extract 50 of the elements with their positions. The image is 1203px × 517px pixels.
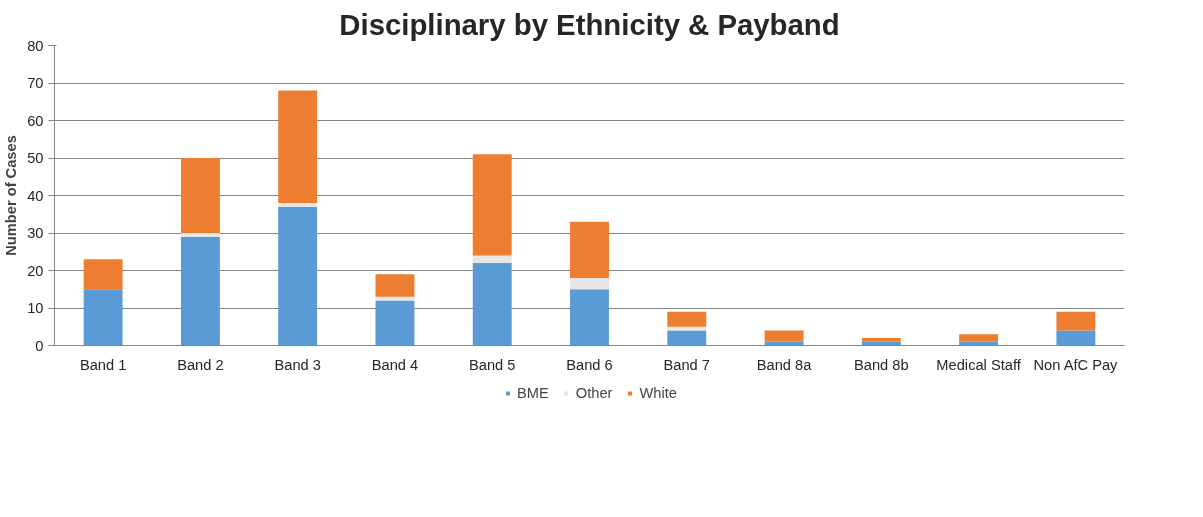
y-tick-label: 30 [27,225,44,241]
bar [278,90,318,203]
bar [667,330,707,346]
bar [764,330,804,342]
bar [667,311,707,327]
bar [180,233,220,237]
x-tick-label: Band 4 [371,356,419,373]
bar [667,326,707,331]
bar [472,255,512,263]
bar [1056,311,1096,331]
y-tick-label: 40 [27,187,44,204]
x-tick-label: Band 3 [274,356,321,373]
x-tick-label: Band 1 [79,356,127,373]
y-axis-title: Number of Cases [3,135,20,256]
y-tick-label: 60 [27,112,44,129]
bar [959,334,999,342]
x-tick-label: Band 5 [469,356,516,373]
y-tick-label: 50 [27,150,44,166]
x-tick-label: Band 2 [177,356,224,373]
bar [83,289,123,346]
y-tick-label: 70 [27,75,44,91]
bar [180,158,220,233]
y-tick-label: 0 [35,337,44,354]
legend-label: White [639,385,677,401]
legend-label: BME [517,385,549,401]
bar [180,236,220,346]
bar [278,203,318,207]
y-tick-label: 20 [27,262,44,279]
x-tick-label: Band 8b [854,356,909,373]
x-tick-label: Band 7 [663,356,710,373]
bar [570,278,609,290]
bar [570,221,609,278]
bar [375,300,415,346]
y-tick-label: 80 [27,37,44,54]
x-tick-label: Band 8a [756,356,813,373]
bar [83,259,123,290]
x-tick-label: Non AfC Pay [1033,356,1119,373]
x-tick-label: Medical Staff [936,356,1022,373]
legend-label: Other [575,385,613,401]
chart-title: Disciplinary by Ethnicity & Payband [339,7,840,41]
bar [278,206,318,346]
x-tick-label: Band 6 [566,356,613,373]
bar [375,296,415,301]
bar [1056,330,1096,346]
y-tick-label: 10 [27,300,44,316]
bar [375,274,415,297]
bar [570,289,609,346]
bar [472,263,512,346]
bar [861,338,901,342]
bar [472,154,512,256]
